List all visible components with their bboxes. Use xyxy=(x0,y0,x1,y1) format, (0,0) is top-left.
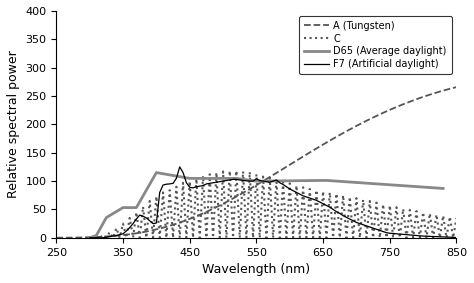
A (Tungsten) xyxy=(324,141,329,144)
A (Tungsten) xyxy=(54,236,59,239)
X-axis label: Wavelength (nm): Wavelength (nm) xyxy=(202,263,310,276)
A (Tungsten) xyxy=(93,235,99,239)
D65 (Average daylight) xyxy=(440,187,446,190)
Line: F7 (Artificial daylight): F7 (Artificial daylight) xyxy=(90,167,456,238)
D65 (Average daylight) xyxy=(404,184,410,188)
A (Tungsten) xyxy=(427,93,433,97)
Line: D65 (Average daylight): D65 (Average daylight) xyxy=(90,173,443,238)
A (Tungsten) xyxy=(147,229,153,233)
Y-axis label: Relative spectral power: Relative spectral power xyxy=(7,50,20,198)
F7 (Artificial daylight) xyxy=(87,236,92,239)
F7 (Artificial daylight) xyxy=(183,181,189,185)
F7 (Artificial daylight) xyxy=(177,165,182,169)
F7 (Artificial daylight) xyxy=(170,182,176,185)
D65 (Average daylight) xyxy=(374,182,379,186)
D65 (Average daylight) xyxy=(154,171,159,174)
F7 (Artificial daylight) xyxy=(227,178,233,182)
A (Tungsten) xyxy=(303,153,309,156)
C xyxy=(87,236,92,239)
C xyxy=(264,236,269,239)
F7 (Artificial daylight) xyxy=(260,179,266,183)
A (Tungsten) xyxy=(224,200,229,204)
D65 (Average daylight) xyxy=(357,181,363,185)
F7 (Artificial daylight) xyxy=(454,236,459,239)
Line: C: C xyxy=(90,171,456,238)
Legend: A (Tungsten), C, D65 (Average daylight), F7 (Artificial daylight): A (Tungsten), C, D65 (Average daylight),… xyxy=(300,16,452,74)
D65 (Average daylight) xyxy=(340,180,346,183)
D65 (Average daylight) xyxy=(87,236,92,239)
C xyxy=(90,236,96,239)
C xyxy=(447,215,453,218)
C xyxy=(183,236,189,239)
C xyxy=(227,169,233,173)
F7 (Artificial daylight) xyxy=(444,235,449,239)
D65 (Average daylight) xyxy=(197,177,202,180)
A (Tungsten) xyxy=(454,85,459,89)
D65 (Average daylight) xyxy=(420,185,426,189)
C xyxy=(307,187,313,191)
C xyxy=(173,185,179,188)
C xyxy=(230,236,236,239)
F7 (Artificial daylight) xyxy=(303,195,309,199)
C xyxy=(454,216,459,220)
Line: A (Tungsten): A (Tungsten) xyxy=(56,87,456,238)
